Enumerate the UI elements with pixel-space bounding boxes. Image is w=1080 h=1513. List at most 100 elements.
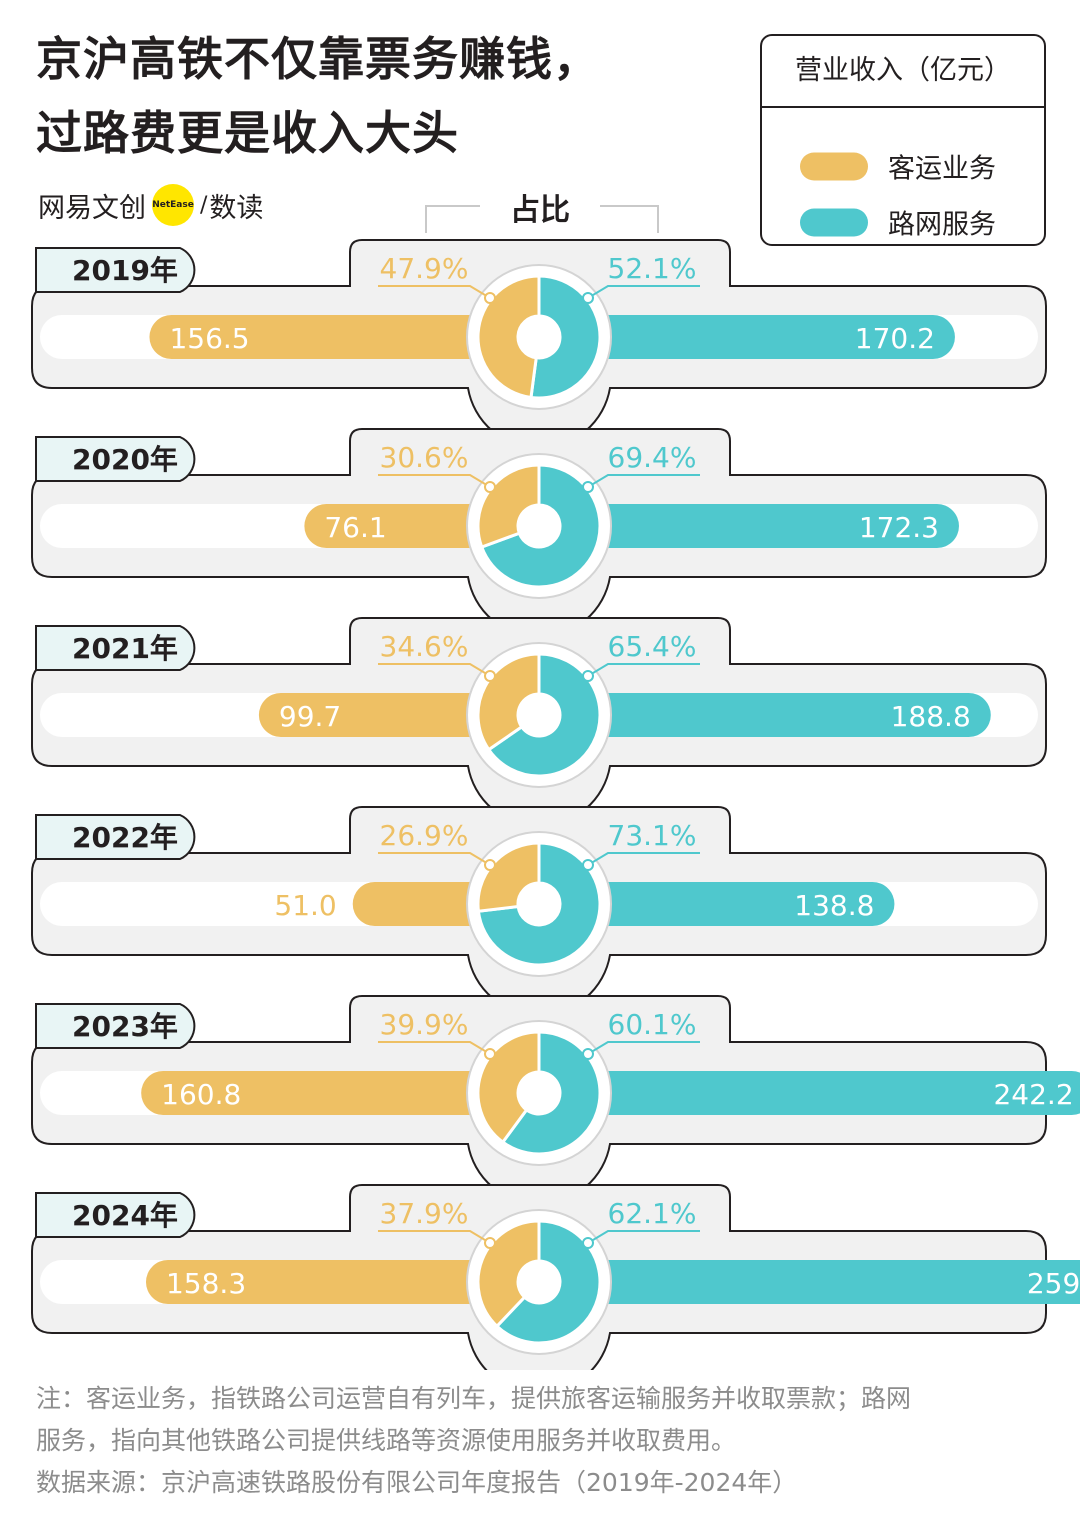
passenger-share-label: 39.9%: [380, 1008, 469, 1041]
year-label: 2021年: [72, 632, 178, 665]
year-label: 2019年: [72, 254, 178, 287]
passenger-bar: [258, 693, 493, 737]
network-leader-dot: [582, 670, 594, 682]
year-label: 2020年: [72, 443, 178, 476]
network-leader-dot: [582, 1237, 594, 1249]
passenger-bar: [145, 1260, 494, 1304]
year-tab: [35, 1192, 196, 1238]
year-tab: [35, 247, 196, 293]
year-row-5: 2024年 158.3 259.5 37.9% 62.1%: [31, 1184, 1080, 1370]
network-bar: [585, 1260, 1080, 1304]
network-leader-dot: [582, 859, 594, 871]
network-leader-dot: [582, 481, 594, 493]
notes: 注：客运业务，指铁路公司运营自有列车，提供旅客运输服务并收取票款；路网 服务，指…: [36, 1378, 1056, 1504]
brand-badge: NetEase: [152, 184, 194, 226]
network-leader: [587, 474, 700, 488]
passenger-leader: [378, 663, 491, 677]
passenger-share-label: 34.6%: [380, 630, 469, 663]
network-share-label: 62.1%: [608, 1197, 697, 1230]
passenger-value-label: 51.0: [274, 889, 336, 922]
brand-logo: 网易文创 NetEase / 数读: [38, 184, 263, 226]
donut-network-slice: [500, 1030, 602, 1156]
note-line-2: 服务，指向其他铁路公司提供线路等资源使用服务并收取费用。: [36, 1426, 737, 1455]
network-share-label: 52.1%: [608, 252, 697, 285]
passenger-leader: [378, 474, 491, 488]
donut-network-slice: [494, 1219, 602, 1345]
legend-item-network: 路网服务: [800, 203, 996, 242]
brand-slash: /: [200, 192, 208, 218]
network-value-label: 172.3: [859, 511, 939, 544]
year-tab: [35, 436, 196, 482]
network-leader: [587, 285, 700, 299]
title-line-2: 过路费更是收入大头: [36, 106, 459, 160]
network-share-label: 69.4%: [608, 441, 697, 474]
year-label: 2022年: [72, 821, 178, 854]
passenger-leader-dot: [484, 670, 496, 682]
network-bar: [585, 882, 895, 926]
passenger-leader-dot: [484, 1048, 496, 1060]
note-line-1: 注：客运业务，指铁路公司运营自有列车，提供旅客运输服务并收取票款；路网: [36, 1384, 912, 1413]
network-share-label: 73.1%: [608, 819, 697, 852]
year-tab: [35, 1003, 196, 1049]
legend-swatch-passenger: [800, 152, 868, 180]
donut-passenger-slice: [476, 463, 541, 549]
donut-network-slice: [486, 652, 602, 778]
year-tab: [35, 625, 196, 671]
passenger-leader-dot: [484, 859, 496, 871]
network-leader: [587, 852, 700, 866]
note-line-3: 数据来源：京沪高速铁路股份有限公司年度报告（2019年-2024年）: [36, 1468, 798, 1497]
passenger-leader: [378, 1041, 491, 1055]
network-value-label: 188.8: [891, 700, 971, 733]
legend-title: 营业收入（亿元）: [762, 36, 1044, 108]
passenger-leader: [378, 285, 491, 299]
network-leader: [587, 663, 700, 677]
passenger-leader: [378, 1230, 491, 1244]
year-row-0: 2019年 156.5 170.2 47.9% 52.1%: [31, 239, 1047, 449]
network-value-label: 170.2: [855, 322, 935, 355]
network-leader-dot: [582, 292, 594, 304]
year-row-4: 2023年 160.8 242.2 39.9% 60.1%: [31, 995, 1080, 1205]
passenger-bar: [141, 1071, 494, 1115]
legend-swatch-network: [800, 208, 868, 236]
title-line-1: 京沪高铁不仅靠票务赚钱，: [36, 32, 600, 86]
network-value-label: 242.2: [993, 1078, 1073, 1111]
passenger-share-label: 37.9%: [380, 1197, 469, 1230]
ratio-label: 占比: [480, 185, 600, 229]
donut-passenger-slice: [476, 1030, 541, 1145]
network-bar: [585, 504, 959, 548]
passenger-leader-dot: [484, 1237, 496, 1249]
passenger-leader-dot: [484, 292, 496, 304]
brand-column: 数读: [209, 192, 264, 224]
network-leader-dot: [582, 1048, 594, 1060]
passenger-value-label: 158.3: [166, 1267, 246, 1300]
network-bar: [585, 693, 991, 737]
network-share-label: 65.4%: [608, 630, 697, 663]
year-label: 2023年: [72, 1010, 178, 1043]
passenger-bar: [304, 504, 493, 548]
passenger-share-label: 26.9%: [380, 819, 469, 852]
passenger-value-label: 156.5: [169, 322, 249, 355]
revenue-chart: 2019年 156.5 170.2 47.9% 52.1% 2020年 76.1 172.3 3…: [31, 239, 1080, 1370]
legend-label-passenger: 客运业务: [888, 153, 996, 185]
donut-network-slice: [479, 463, 602, 589]
year-tab: [35, 814, 196, 860]
donut-passenger-slice: [476, 274, 541, 400]
passenger-share-label: 47.9%: [380, 252, 469, 285]
legend-item-passenger: 客运业务: [800, 147, 996, 186]
passenger-value-label: 76.1: [324, 511, 386, 544]
brand-name: 网易文创: [38, 192, 146, 224]
network-value-label: 138.8: [794, 889, 874, 922]
donut-passenger-slice: [476, 841, 541, 913]
legend-label-network: 路网服务: [888, 209, 996, 241]
network-leader: [587, 1230, 700, 1244]
passenger-leader-dot: [484, 481, 496, 493]
network-bar: [585, 315, 955, 359]
donut-network-slice: [476, 841, 602, 967]
passenger-bar: [149, 315, 494, 359]
year-row-1: 2020年 76.1 172.3 30.6% 69.4%: [31, 428, 1047, 638]
passenger-value-label: 160.8: [161, 1078, 241, 1111]
year-label: 2024年: [72, 1199, 178, 1232]
year-row-2: 2021年 99.7 188.8 34.6% 65.4%: [31, 617, 1047, 827]
passenger-bar: [352, 882, 493, 926]
passenger-value-label: 99.7: [279, 700, 341, 733]
